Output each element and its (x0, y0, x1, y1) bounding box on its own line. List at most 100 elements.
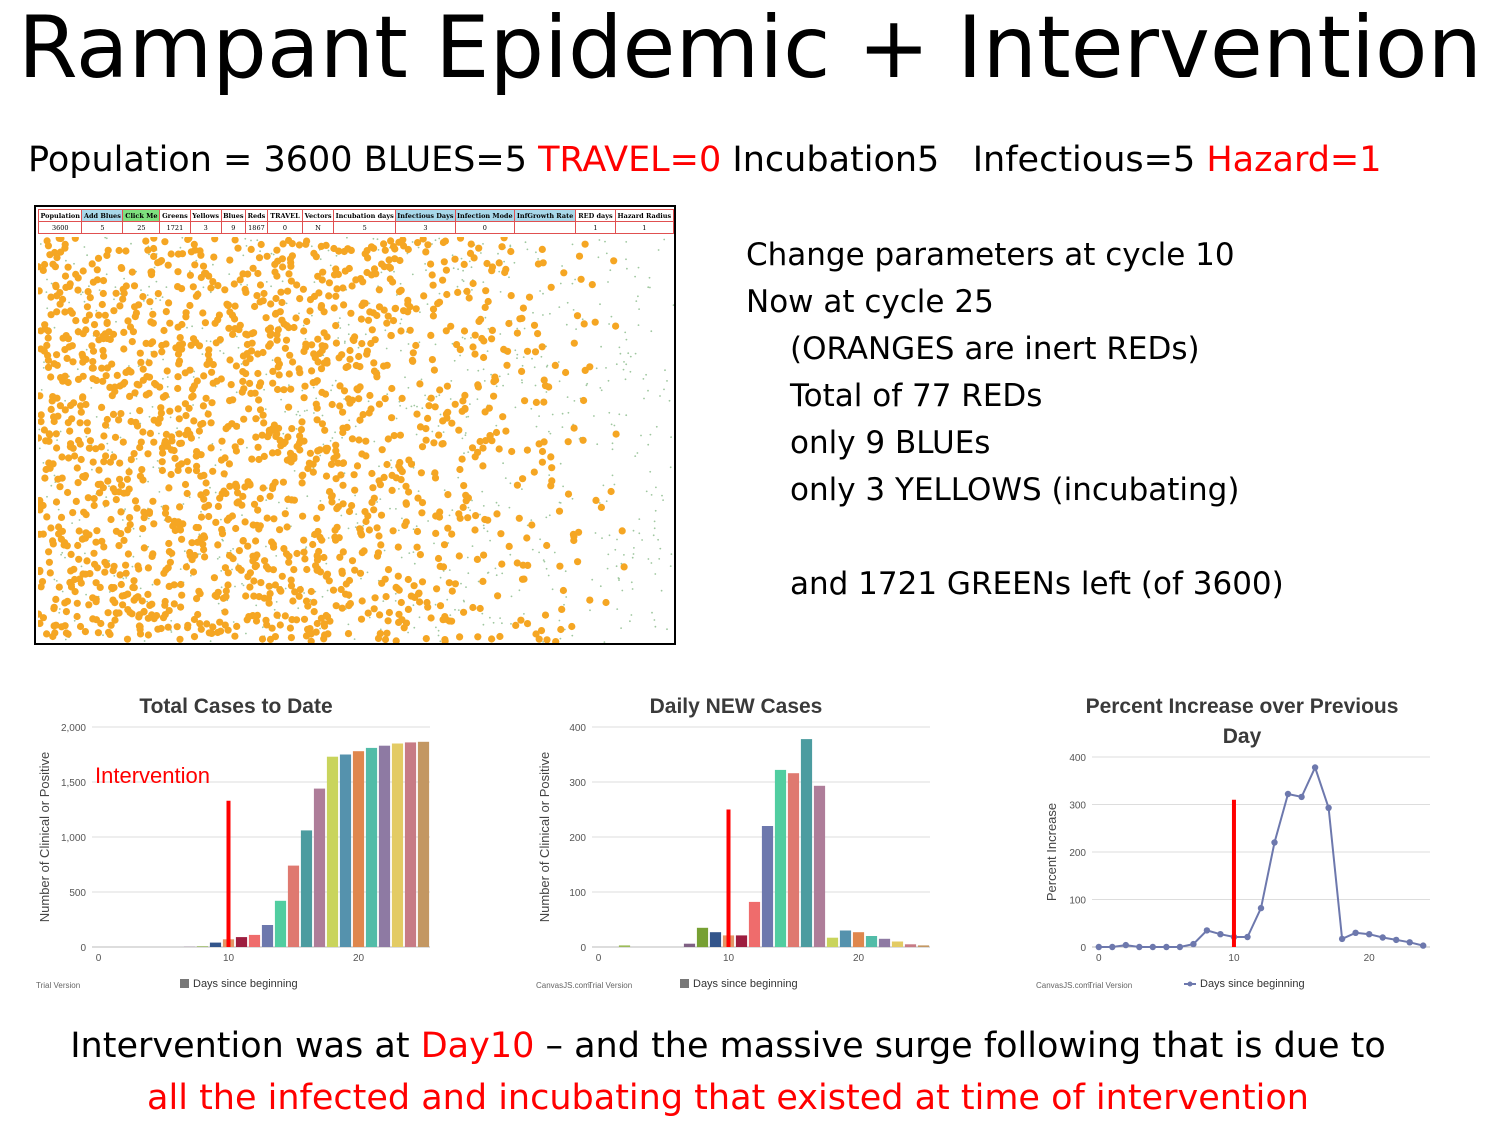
orange-dot (396, 288, 403, 295)
data-point (1258, 905, 1264, 911)
orange-dot (114, 372, 121, 379)
orange-dot (309, 541, 316, 548)
orange-dot (417, 423, 424, 430)
orange-dot (189, 386, 196, 393)
sim-header-cell[interactable]: Add Blues (82, 210, 123, 222)
caption-part-a: Intervention was at (70, 1026, 420, 1066)
orange-dot (56, 289, 63, 296)
orange-dot (278, 299, 285, 306)
orange-dot (54, 413, 61, 420)
orange-dot (174, 283, 181, 290)
green-dot (146, 601, 148, 603)
orange-dot (299, 479, 306, 486)
sim-header-cell[interactable]: Infectious Days (396, 210, 456, 222)
orange-dot (486, 405, 493, 412)
green-dot (250, 240, 252, 242)
green-dot (416, 434, 418, 436)
orange-dot (321, 623, 328, 630)
green-dot (571, 635, 573, 637)
orange-dot (444, 525, 451, 532)
orange-dot (126, 393, 133, 400)
orange-dot (385, 617, 392, 624)
green-dot (241, 514, 243, 516)
green-dot (483, 624, 485, 626)
orange-dot (369, 484, 376, 491)
green-dot (82, 291, 84, 293)
orange-dot (270, 515, 277, 522)
green-dot (167, 376, 169, 378)
orange-dot (496, 445, 503, 452)
orange-dot (111, 599, 118, 606)
orange-dot (479, 462, 486, 469)
orange-dot (508, 292, 515, 299)
green-dot (631, 581, 633, 583)
sim-header-cell[interactable]: InfGrowth Rate (514, 210, 575, 222)
sim-header-cell[interactable]: Infection Mode (455, 210, 514, 222)
green-dot (162, 296, 164, 298)
orange-dot (87, 294, 94, 301)
orange-dot (105, 247, 112, 254)
orange-dot (175, 251, 182, 258)
orange-dot (95, 629, 102, 636)
footer-credit: CanvasJS.com (1036, 981, 1090, 990)
orange-dot (98, 365, 105, 372)
orange-dot (267, 636, 274, 643)
caption-part-c: – and the massive surge following that i… (534, 1026, 1385, 1066)
green-dot (627, 352, 629, 354)
orange-dot (242, 359, 249, 366)
green-dot (373, 238, 375, 240)
green-dot (508, 276, 510, 278)
green-dot (438, 630, 440, 632)
orange-dot (346, 577, 353, 584)
orange-dot (172, 527, 179, 534)
data-point (1312, 764, 1318, 770)
orange-dot (68, 415, 75, 422)
green-dot (481, 491, 483, 493)
green-dot (471, 289, 473, 291)
orange-dot (221, 470, 228, 477)
x-tick-label: 0 (596, 953, 602, 964)
orange-dot (121, 290, 128, 297)
orange-dot (582, 241, 589, 248)
green-dot (339, 317, 341, 319)
orange-dot (208, 444, 215, 451)
green-dot (421, 407, 423, 409)
green-dot (303, 592, 305, 594)
orange-dot (357, 526, 364, 533)
orange-dot (52, 596, 59, 603)
y-tick-label: 1,500 (61, 778, 86, 789)
orange-dot (437, 602, 444, 609)
y-tick-label: 500 (69, 888, 86, 899)
orange-dot (59, 528, 66, 535)
green-dot (151, 308, 153, 310)
green-dot (485, 317, 487, 319)
orange-dot (314, 405, 321, 412)
sim-header-cell: RED days (576, 210, 615, 222)
orange-dot (474, 633, 481, 640)
caption-line-1: Intervention was at Day10 – and the mass… (0, 1020, 1456, 1072)
orange-dot (405, 488, 412, 495)
orange-dot (548, 464, 555, 471)
green-dot (64, 557, 66, 559)
green-dot (96, 416, 98, 418)
green-dot (464, 338, 466, 340)
green-dot (322, 596, 324, 598)
note-line-5: only 9 BLUEs (746, 420, 1284, 467)
green-dot (230, 550, 232, 552)
orange-dot (245, 405, 252, 412)
orange-dot (116, 609, 123, 616)
green-dot (259, 250, 261, 252)
orange-dot (71, 576, 78, 583)
sim-header-cell[interactable]: Click Me (123, 210, 160, 222)
orange-dot (318, 243, 325, 250)
green-dot (548, 431, 550, 433)
orange-dot (150, 253, 157, 260)
orange-dot (367, 340, 374, 347)
orange-dot (54, 476, 61, 483)
orange-dot (535, 260, 542, 267)
orange-dot (298, 426, 305, 433)
orange-dot (339, 284, 346, 291)
legend-marker (680, 979, 689, 988)
x-tick-label: 10 (1228, 953, 1240, 964)
green-dot (147, 294, 149, 296)
